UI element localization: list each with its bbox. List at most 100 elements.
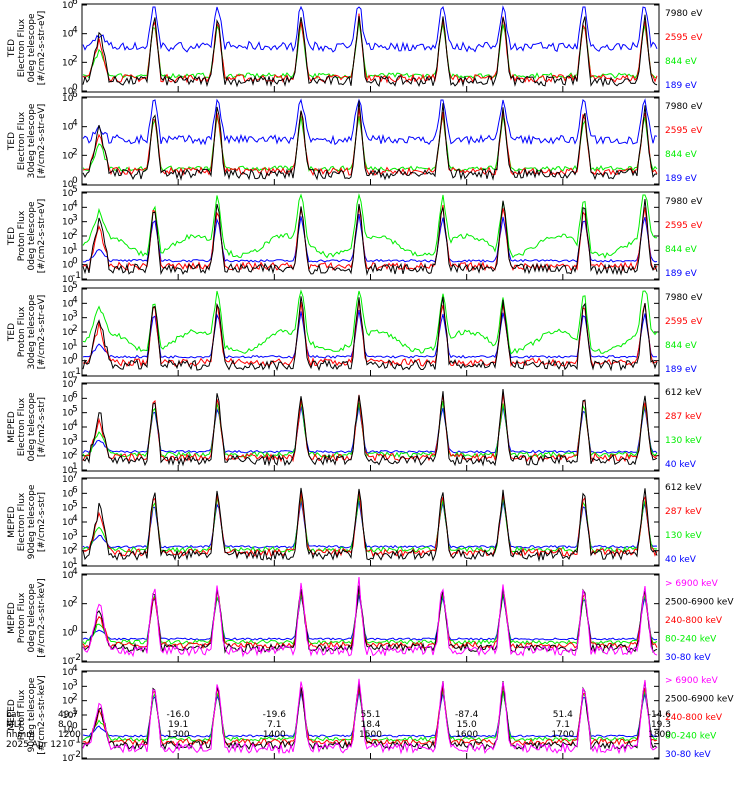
- y-tick-label: 10: [62, 547, 74, 557]
- y-tick-exponent: 0: [72, 176, 78, 186]
- y-tick-exponent: 5: [72, 405, 78, 415]
- legend-entry: 189 eV: [665, 81, 698, 91]
- panel-5: [81, 382, 660, 472]
- y-tick-label: 10: [62, 668, 74, 678]
- y-tick-exponent: 5: [72, 185, 78, 195]
- series-line-blue: [82, 500, 658, 549]
- y-tick-exponent: 7: [72, 471, 78, 481]
- y-tick-exponent: 3: [72, 310, 78, 320]
- y-tick-exponent: 6: [72, 90, 78, 100]
- series-line-red: [82, 393, 658, 463]
- y-tick-label: 10: [62, 754, 74, 764]
- y-axis-label-line: Electron Flux: [17, 397, 27, 456]
- y-tick-exponent: 5: [72, 500, 78, 510]
- y-tick-exponent: 2: [72, 543, 78, 553]
- y-tick-exponent: 2: [72, 596, 78, 606]
- y-tick-exponent: -2: [72, 750, 81, 760]
- y-tick-exponent: 6: [72, 485, 78, 495]
- legend-entry: 844 eV: [665, 245, 698, 255]
- legend-entry: 287 keV: [665, 507, 702, 517]
- y-tick-label: 10: [62, 203, 74, 213]
- x-tick-hhmm: 1300: [167, 730, 190, 740]
- x-tick-lat: 51.4: [553, 710, 573, 720]
- y-axis-label-line: 0deg telescope: [27, 201, 37, 271]
- legend-entry: 2595 eV: [665, 33, 703, 43]
- y-axis-label-line: Electron Flux: [17, 111, 27, 170]
- y-tick-label: 10: [62, 371, 74, 381]
- y-axis-label-line: Electron Flux: [17, 18, 27, 77]
- y-tick-exponent: 2: [72, 54, 78, 64]
- y-tick-exponent: 1: [72, 557, 78, 567]
- y-tick-label: 10: [62, 518, 74, 528]
- y-tick-exponent: 1: [72, 462, 78, 472]
- y-axis-label-line: [#/cm2-s-str]: [37, 397, 47, 457]
- y-axis-label-line: 30deg telescope: [27, 294, 37, 369]
- y-tick-label: 10: [62, 58, 74, 68]
- y-tick-exponent: 1: [72, 707, 78, 717]
- y-tick-exponent: 1: [72, 338, 78, 348]
- x-tick-mlt: 7.1: [267, 720, 281, 730]
- y-axis-label-line: MEPED: [7, 506, 17, 538]
- y-tick-label: 10: [62, 475, 74, 485]
- y-tick-label: 10: [62, 328, 74, 338]
- y-tick-exponent: 2: [72, 448, 78, 458]
- series-line-black: [82, 14, 658, 88]
- x-tick-hhmm: 1700: [551, 730, 574, 740]
- series-line-black: [82, 199, 658, 276]
- x-tick-mlt: 18.4: [360, 720, 380, 730]
- series-line-green: [82, 289, 658, 355]
- y-axis-label-line: [#/cm2-s-str-eV]: [37, 199, 47, 274]
- x-tick-mlt: 7.1: [556, 720, 570, 730]
- y-tick-label: 10: [62, 151, 74, 161]
- legend-entry: 2595 eV: [665, 126, 703, 136]
- panel-3: [81, 191, 660, 281]
- y-tick-label: 10: [62, 218, 74, 228]
- y-axis-label-line: 0deg telescope: [27, 583, 37, 653]
- x-tick-mlt: 15.0: [457, 720, 477, 730]
- y-axis-label-line: 30deg telescope: [27, 103, 37, 178]
- y-axis-label-line: MEPED: [7, 602, 17, 634]
- y-tick-label: 10: [62, 314, 74, 324]
- series-line-blue: [82, 594, 658, 641]
- x-tick-mlt: 19.1: [168, 720, 188, 730]
- legend-entry: 7980 eV: [665, 293, 703, 303]
- y-tick-exponent: 6: [72, 0, 78, 7]
- y-axis-label-line: MEPED: [7, 411, 17, 443]
- y-tick-label: 10: [62, 299, 74, 309]
- x-tick-hhmm: 1200: [58, 730, 81, 740]
- legend-entry: 30-80 keV: [665, 750, 711, 760]
- x-tick-hhmm: 1400: [263, 730, 286, 740]
- y-tick-exponent: 0: [72, 83, 78, 93]
- y-tick-exponent: 2: [72, 228, 78, 238]
- legend-entry: 7980 eV: [665, 102, 703, 112]
- y-tick-exponent: 0: [72, 353, 78, 363]
- y-tick-exponent: 3: [72, 433, 78, 443]
- x-tick-hhmm: 1500: [359, 730, 382, 740]
- legend-entry: 612 keV: [665, 483, 702, 493]
- y-axis-label-line: TED: [7, 132, 17, 151]
- y-tick-label: 10: [62, 232, 74, 242]
- x-axis-row-label: hhmm: [6, 730, 35, 740]
- y-tick-label: 10: [62, 466, 74, 476]
- series-line-blue: [82, 214, 658, 263]
- y-tick-exponent: 4: [72, 26, 78, 36]
- y-tick-exponent: 1: [72, 242, 78, 252]
- y-tick-exponent: 2: [72, 324, 78, 334]
- x-axis-row-label: MLT: [6, 720, 24, 730]
- x-axis-row-label: 2025 Apr 12: [6, 740, 62, 750]
- series-line-red: [82, 490, 658, 558]
- legend-entry: 2500-6900 keV: [665, 598, 734, 608]
- legend-entry: 844 eV: [665, 341, 698, 351]
- y-tick-exponent: 4: [72, 295, 78, 305]
- y-tick-exponent: 4: [72, 199, 78, 209]
- y-tick-exponent: 4: [72, 567, 78, 577]
- y-tick-exponent: 2: [72, 147, 78, 157]
- y-tick-exponent: 0: [72, 257, 78, 267]
- legend-entry: 612 keV: [665, 388, 702, 398]
- x-tick-lat: -87.4: [455, 710, 479, 720]
- legend-entry: 2595 eV: [665, 317, 703, 327]
- y-tick-label: 10: [62, 489, 74, 499]
- y-axis-label-line: Proton Flux: [17, 689, 27, 740]
- series-line-blue: [82, 405, 658, 454]
- y-tick-label: 10: [62, 571, 74, 581]
